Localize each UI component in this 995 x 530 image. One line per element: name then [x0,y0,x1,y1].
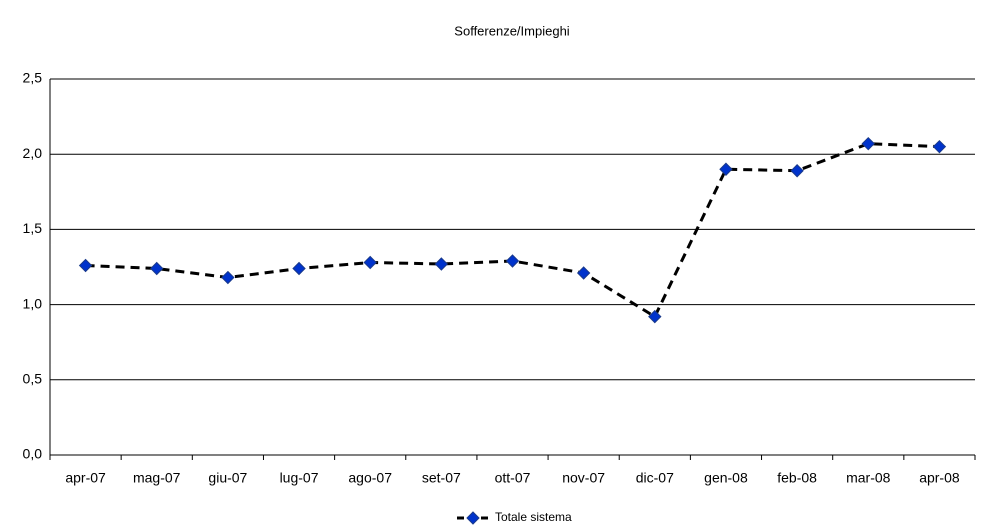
marker [790,164,804,178]
series-line [85,142,940,319]
marker [505,254,520,268]
x-tick-label: gen-08 [704,470,748,486]
x-tick-label: mag-07 [133,470,181,486]
x-tick-label: mar-08 [846,470,891,486]
x-tick-label: giu-07 [208,470,247,486]
legend-marker [466,511,480,525]
marker [150,261,164,276]
marker [576,266,591,280]
y-tick-label: 0,0 [23,446,43,462]
marker [648,309,662,324]
x-tick-label: apr-07 [65,470,106,486]
marker [363,255,377,270]
x-tick-label: dic-07 [636,470,674,486]
chart-title: Sofferenze/Impieghi [454,23,569,38]
marker [292,261,306,276]
x-tick-label: nov-07 [562,470,605,486]
marker [434,257,449,271]
marker [221,270,235,285]
marker [719,162,733,176]
y-tick-label: 2,0 [23,145,43,161]
legend-label: Totale sistema [495,510,572,524]
marker [78,258,93,273]
y-tick-label: 0,5 [23,371,43,387]
y-tick-label: 1,0 [23,295,43,311]
x-tick-label: set-07 [422,470,461,486]
y-tick-label: 2,5 [23,70,43,86]
x-tick-label: feb-08 [777,470,817,486]
marker [932,139,947,154]
x-tick-label: ott-07 [495,470,531,486]
marker [861,136,875,151]
x-tick-label: lug-07 [280,470,319,486]
x-tick-label: apr-08 [919,470,960,486]
x-tick-label: ago-07 [348,470,392,486]
y-tick-label: 1,5 [23,220,43,236]
